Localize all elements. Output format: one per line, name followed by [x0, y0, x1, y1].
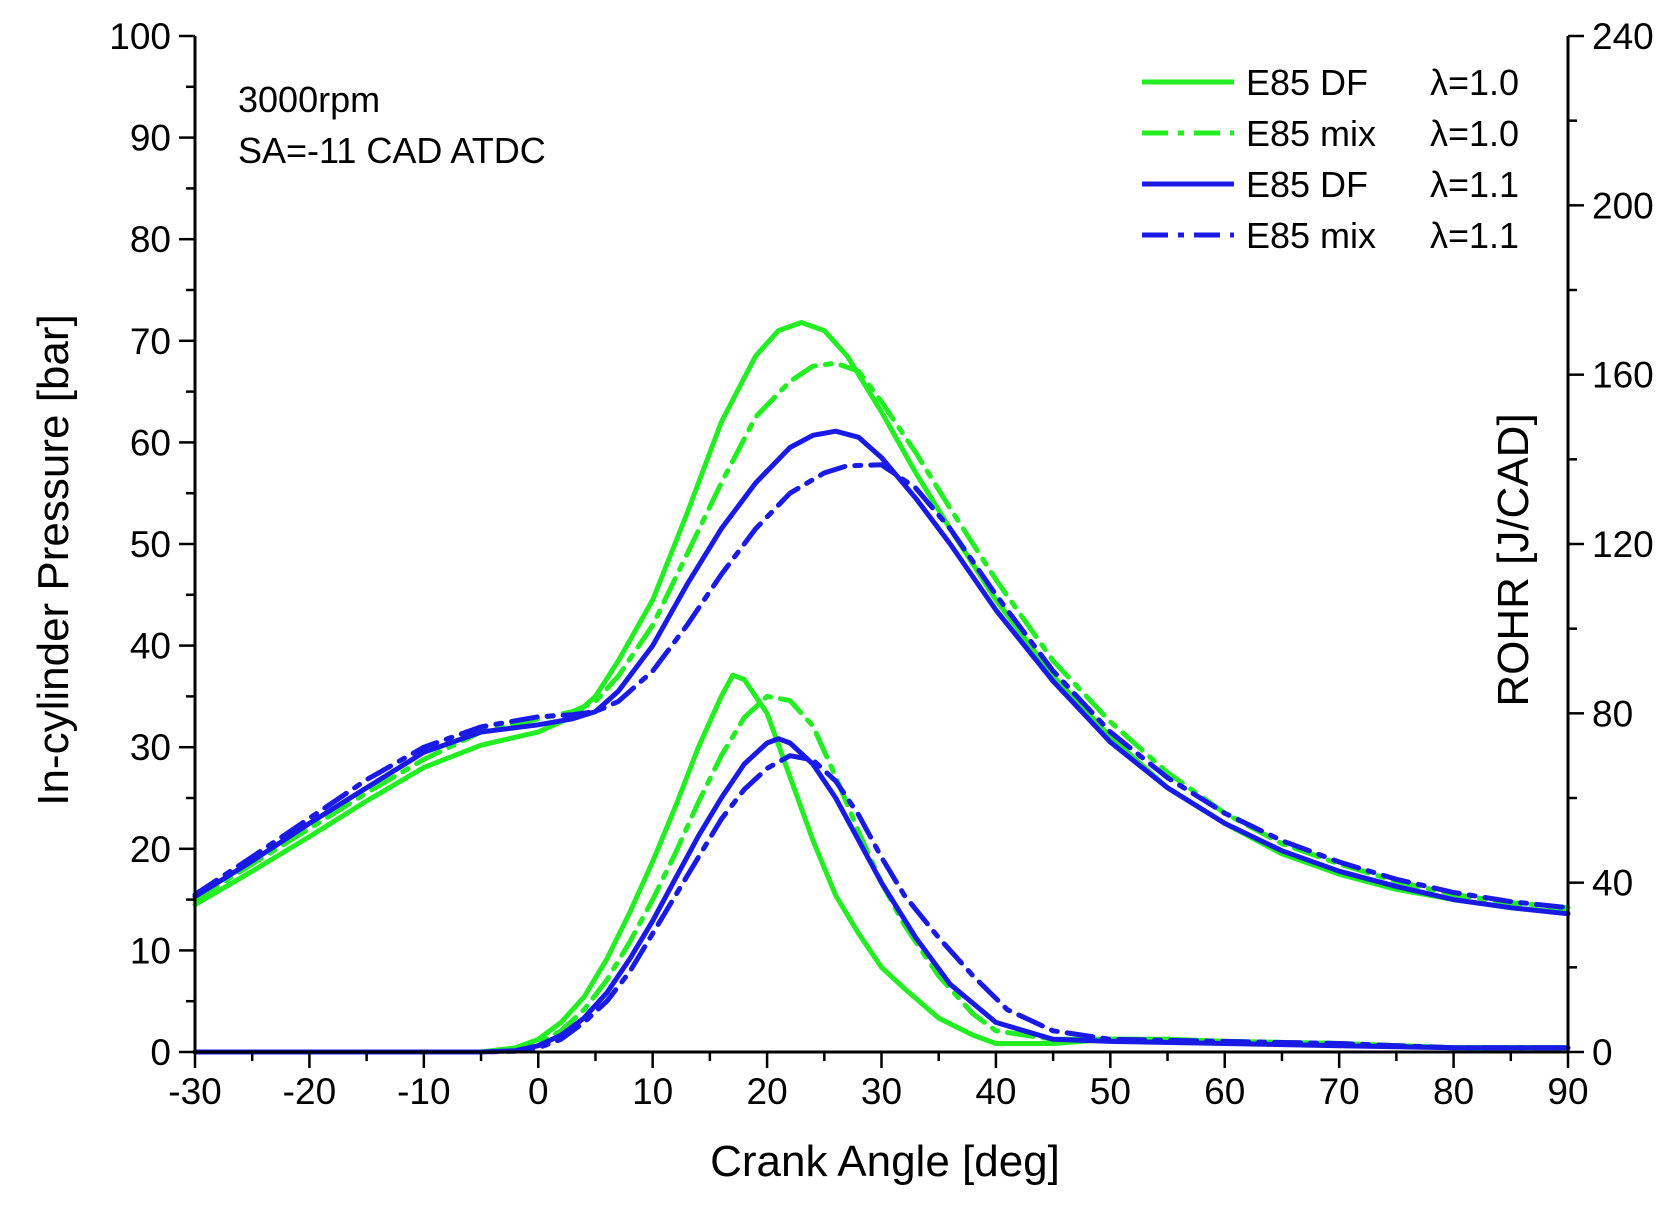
y-axis-right-title: ROHR [J/CAD] — [1489, 413, 1538, 706]
y-right-tick-label: 240 — [1592, 16, 1654, 57]
y-left-tick-label: 10 — [130, 930, 171, 971]
y-right-tick-label: 200 — [1592, 185, 1654, 226]
y-left-tick-label: 70 — [130, 321, 171, 362]
series-line — [192, 753, 1571, 1055]
y-right-tick-label: 120 — [1592, 524, 1654, 565]
x-axis-title: Crank Angle [deg] — [710, 1137, 1060, 1186]
x-tick-label: 70 — [1319, 1071, 1360, 1112]
x-tick-label: 40 — [975, 1071, 1016, 1112]
x-tick-label: 90 — [1547, 1071, 1588, 1112]
legend-lambda: λ=1.1 — [1430, 164, 1519, 205]
y-left-tick-label: 80 — [130, 219, 171, 260]
legend-entry-mix-1-0: E85 mix λ=1.0 — [1142, 113, 1519, 154]
x-tick-label: 20 — [747, 1071, 788, 1112]
x-tick-label: 0 — [528, 1071, 549, 1112]
x-tick-label: 50 — [1090, 1071, 1131, 1112]
legend-label: E85 DF — [1246, 62, 1368, 103]
y-right-tick-label: 40 — [1592, 863, 1633, 904]
y-left-tick-label: 90 — [130, 118, 171, 159]
x-tick-label: 80 — [1433, 1071, 1474, 1112]
series-line — [192, 672, 1571, 1055]
y-left-tick-label: 50 — [130, 524, 171, 565]
y-left-tick-label: 40 — [130, 626, 171, 667]
plot-lines — [192, 320, 1571, 1055]
legend-label: E85 DF — [1246, 164, 1368, 205]
y-left-tick-label: 20 — [130, 829, 171, 870]
x-tick-label: -10 — [397, 1071, 450, 1112]
y-axis-left-title: In-cylinder Pressure [bar] — [29, 314, 78, 806]
y-right-tick-label: 80 — [1592, 693, 1633, 734]
y-left-tick-label: 30 — [130, 727, 171, 768]
legend-entry-df-1-1: E85 DF λ=1.1 — [1142, 164, 1519, 205]
series-line — [192, 693, 1571, 1055]
x-tick-label: -30 — [168, 1071, 221, 1112]
legend: E85 DF λ=1.0 E85 mix λ=1.0 E85 DF λ=1.1 … — [1142, 62, 1519, 256]
series-line — [192, 320, 1571, 916]
annotation-rpm: 3000rpm — [238, 79, 380, 120]
x-tick-label: 10 — [632, 1071, 673, 1112]
x-tick-label: 60 — [1204, 1071, 1245, 1112]
series-line — [192, 736, 1571, 1055]
y-left-tick-label: 100 — [109, 16, 171, 57]
legend-lambda: λ=1.0 — [1430, 62, 1519, 103]
series-line — [192, 428, 1571, 917]
legend-label: E85 mix — [1246, 113, 1376, 154]
legend-lambda: λ=1.1 — [1430, 215, 1519, 256]
tick-labels: -30 -20 -10 0 10 20 30 40 50 60 70 80 90010203040506… — [109, 16, 1653, 1112]
legend-label: E85 mix — [1246, 215, 1376, 256]
y-left-tick-label: 60 — [130, 422, 171, 463]
annotation-spark-advance: SA=-11 CAD ATDC — [238, 130, 546, 171]
x-tick-label: -20 — [283, 1071, 336, 1112]
x-tick-label: 30 — [861, 1071, 902, 1112]
legend-lambda: λ=1.0 — [1430, 113, 1519, 154]
y-right-tick-label: 160 — [1592, 355, 1654, 396]
y-left-tick-label: 0 — [150, 1032, 171, 1073]
legend-entry-mix-1-1: E85 mix λ=1.1 — [1142, 215, 1519, 256]
series-line — [192, 360, 1571, 911]
series-line — [192, 462, 1571, 911]
axes — [179, 34, 1584, 1068]
legend-entry-df-1-0: E85 DF λ=1.0 — [1142, 62, 1519, 103]
y-right-tick-label: 0 — [1592, 1032, 1613, 1073]
